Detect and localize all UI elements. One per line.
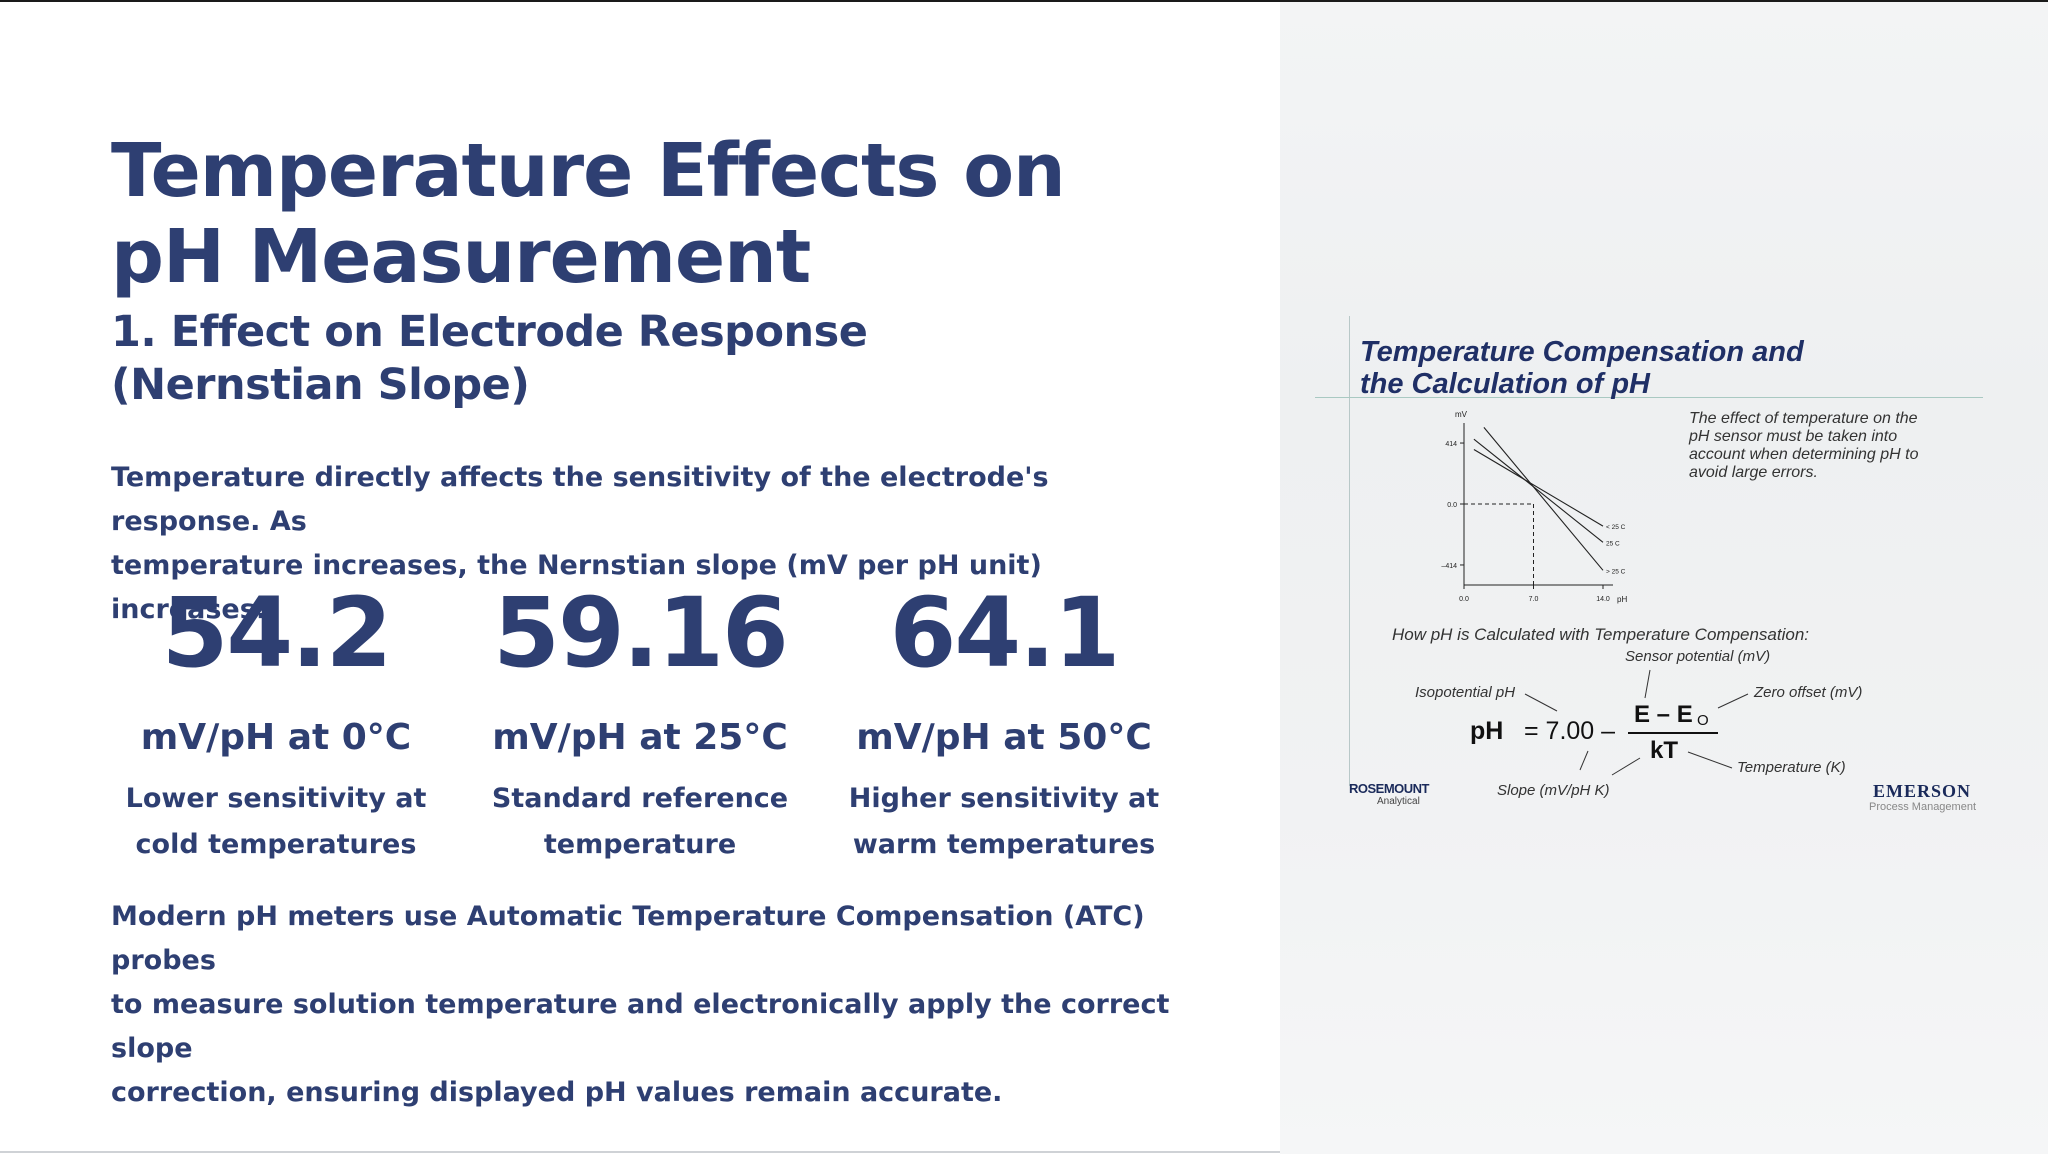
closing-paragraph: Modern pH meters use Automatic Temperatu… [111,895,1211,1115]
stat-value: 64.1 [889,577,1121,689]
stat-unit: mV/pH at 50°C [856,717,1152,758]
stat-description: Lower sensitivity at cold temperatures [106,776,446,868]
note-line-4: avoid large errors. [1689,464,1818,481]
stat-value: 59.16 [493,577,789,689]
chart-y-tick-label: 414 [1445,441,1457,448]
chart-series-line [1483,427,1604,571]
chart-series-label: < 25 C [1606,524,1626,531]
figure-vertical-rule [1349,316,1350,786]
closing-line-3: correction, ensuring displayed pH values… [111,1077,1003,1108]
chart-y-tick-label: –414 [1441,563,1457,570]
stat-desc-line-1: Higher sensitivity at [848,783,1160,814]
nernst-slope-chart: mV pH 414 0.0 –414 0.0 7.0 14.0 < 25 C 25 C > 25… [1441,410,1627,604]
stat-desc-line-2: warm temperatures [852,829,1156,860]
figure-panel [1280,2,2048,1154]
zero-offset-label: Zero offset (mV) [1754,684,1863,701]
slope-label: Slope (mV/pH K) [1497,782,1610,799]
emerson-logo: EMERSON [1873,781,1972,801]
closing-line-1: Modern pH meters use Automatic Temperatu… [111,901,1145,976]
section-heading: 1. Effect on Electrode Response (Nernsti… [111,306,868,412]
chart-x-tick-label: 0.0 [1459,596,1469,603]
stat-desc-line-2: cold temperatures [135,829,417,860]
emerson-logo-sub: Process Management [1869,801,1976,813]
equation-subscript: O [1697,712,1709,729]
chart-x-tick-label: 7.0 [1529,596,1539,603]
temperature-label: Temperature (K) [1737,759,1846,776]
chart-series-label: 25 C [1606,540,1620,547]
note-line-1: The effect of temperature on the [1689,410,1918,427]
stat-description: Higher sensitivity at warm temperatures [834,776,1174,868]
isopotential-label: Isopotential pH [1415,684,1516,701]
slide-title: Temperature Effects on pH Measurement [111,128,1066,300]
stat-0c: 54.2 mV/pH at 0°C Lower sensitivity at c… [106,578,446,868]
title-line-1: Temperature Effects on [111,128,1066,214]
subtitle-line-2: (Nernstian Slope) [111,360,530,410]
note-line-3: account when determining pH to [1689,446,1919,463]
stat-25c: 59.16 mV/pH at 25°C Standard reference t… [470,578,810,868]
chart-layer: 414 0.0 –414 0.0 7.0 14.0 < 25 C 25 C > 25 C [1441,423,1626,603]
fraction-bar [1628,732,1718,734]
bottom-border [0,1151,1280,1153]
content-panel [0,2,1280,1154]
intro-line-1: Temperature directly affects the sensiti… [111,462,1049,537]
how-label: How pH is Calculated with Temperature Co… [1392,625,1810,644]
chart-x-tick-label: 14.0 [1596,596,1610,603]
chart-y-tick-label: 0.0 [1447,502,1457,509]
top-border [0,0,2048,2]
equation-lhs: pH [1470,717,1504,745]
note-line-2: pH sensor must be taken into [1689,428,1898,445]
figure-title: Temperature Compensation and the Calcula… [1360,336,1804,400]
rosemount-logo-sub: Analytical [1377,796,1420,807]
stat-unit: mV/pH at 25°C [492,717,788,758]
figure-horizontal-rule [1315,397,1983,398]
equation-denominator: kT [1650,737,1679,764]
stat-unit: mV/pH at 0°C [140,717,412,758]
equation-numerator: E – E [1634,701,1693,728]
chart-series-label: > 25 C [1606,568,1626,575]
rosemount-logo: ROSEMOUNT [1349,781,1430,796]
figure-title-line-1: Temperature Compensation and [1360,336,1804,368]
figure-note: The effect of temperature on the pH sens… [1689,410,1959,482]
stat-desc-line-1: Lower sensitivity at [125,783,427,814]
intro-paragraph: Temperature directly affects the sensiti… [111,456,1171,632]
chart-ylabel: mV [1455,410,1468,419]
chart-xlabel: pH [1617,595,1627,604]
chart-series-line [1473,449,1604,527]
subtitle-line-1: 1. Effect on Electrode Response [111,307,868,357]
stat-value: 54.2 [161,577,393,689]
annotation-pointers [1524,669,1749,776]
intro-line-2: temperature increases, the Nernstian slo… [111,550,1042,625]
chart-series-line [1473,438,1604,543]
stat-50c: 64.1 mV/pH at 50°C Higher sensitivity at… [834,578,1174,868]
figure-title-line-2: the Calculation of pH [1360,368,1650,400]
stat-desc-line-2: temperature [543,829,737,860]
stat-desc-line-1: Standard reference [491,783,789,814]
closing-line-2: to measure solution temperature and elec… [111,989,1170,1064]
title-line-2: pH Measurement [111,214,811,300]
stat-description: Standard reference temperature [470,776,810,868]
equation-constant: = 7.00 – [1524,717,1616,745]
sensor-potential-label: Sensor potential (mV) [1625,648,1771,665]
